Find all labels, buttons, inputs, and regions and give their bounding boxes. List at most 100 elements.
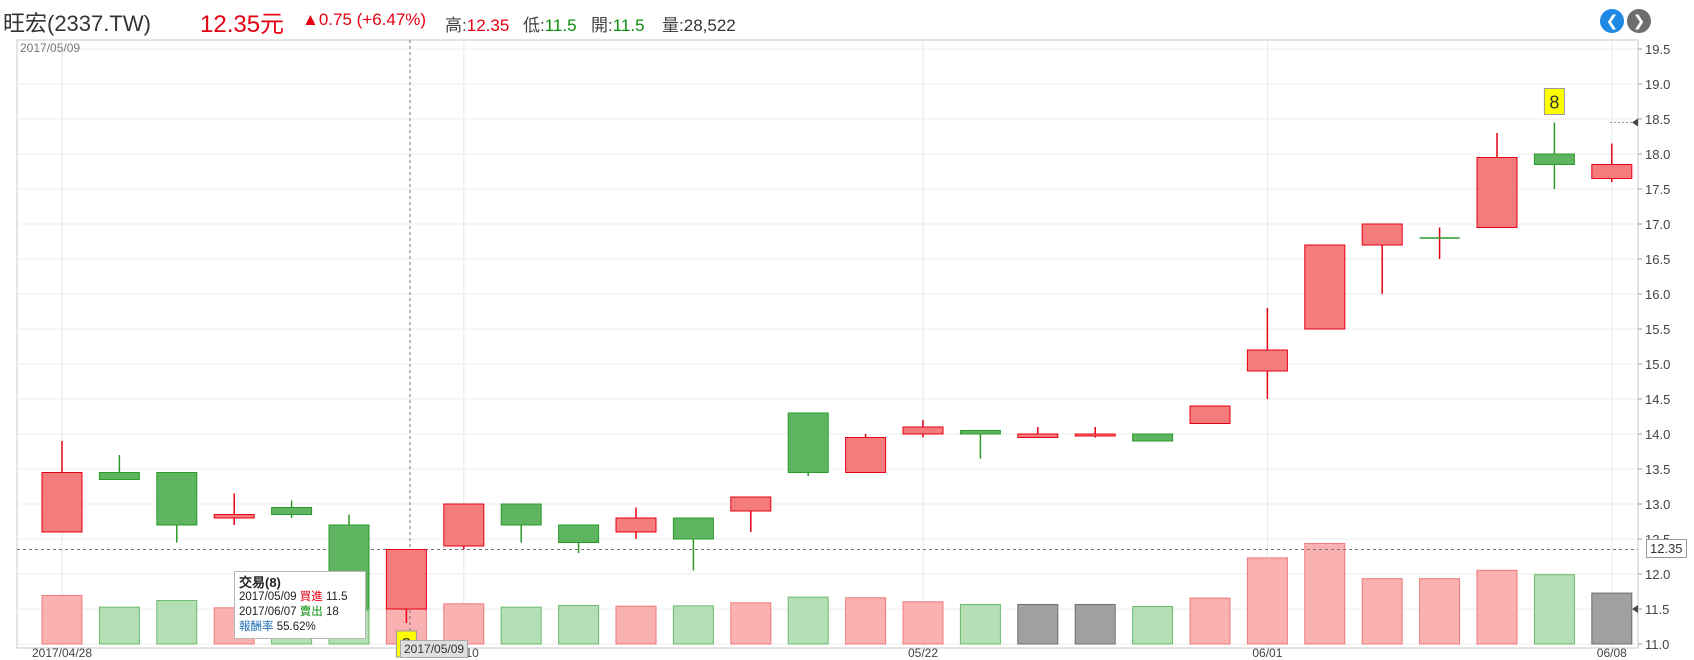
tooltip-title: 交易(8)	[239, 575, 281, 590]
axis-pointer-icon	[1632, 605, 1638, 613]
volume-bar	[41, 594, 83, 645]
open-value: 11.5	[612, 16, 645, 35]
volume-bar	[1074, 603, 1116, 645]
volume-bar	[443, 603, 485, 645]
volume-bar	[1419, 578, 1461, 645]
volume-bar	[787, 596, 829, 645]
y-tick-label: 13.5	[1645, 462, 1670, 477]
quote-header: 旺宏(2337.TW) 12.35元 ▲0.75 (+6.47%) 高:12.3…	[0, 0, 1694, 40]
volume-bar	[1533, 574, 1575, 645]
candle-body	[902, 426, 944, 435]
crosshair-date-label: 2017/05/09	[400, 640, 469, 658]
open-label: 開:	[591, 16, 613, 35]
volume-bar	[156, 599, 198, 645]
y-tick-label: 16.5	[1645, 252, 1670, 267]
candle-body	[500, 503, 542, 526]
candle-body	[41, 472, 83, 533]
buy-date: 2017/05/09	[239, 591, 297, 603]
y-tick-label: 19.0	[1645, 77, 1670, 92]
candle-body	[615, 517, 657, 533]
x-tick-label: 05/22	[908, 646, 938, 660]
y-tick-label: 16.0	[1645, 287, 1670, 302]
plot-frame	[16, 39, 1639, 649]
axis-pointer-icon	[1632, 118, 1638, 127]
y-tick-label: 11.0	[1645, 637, 1669, 652]
volume-bar	[98, 606, 140, 645]
high-stat: 高:12.35	[445, 11, 509, 36]
volume-bar	[1304, 543, 1346, 645]
y-tick-label: 18.0	[1645, 147, 1670, 162]
candle-body	[959, 430, 1001, 435]
candle-body	[1189, 405, 1231, 424]
buy-label: 買進	[299, 591, 323, 603]
candle-body	[271, 507, 313, 515]
candle-body	[1017, 433, 1059, 438]
y-tick-label: 11.5	[1645, 602, 1669, 617]
tooltip-sell-row: 2017/06/07 賣出 18	[239, 605, 361, 620]
corner-date-label: 2017/05/09	[20, 41, 80, 55]
return-label: 報酬率	[239, 621, 274, 633]
volume-bar	[500, 606, 542, 645]
x-tick-label: 2017/04/28	[32, 646, 92, 660]
y-tick-label: 17.5	[1645, 182, 1670, 197]
tooltip-return-row: 報酬率 55.62%	[239, 620, 361, 635]
volume-bar	[1591, 592, 1633, 645]
volume-bar	[959, 603, 1001, 645]
trade-marker	[1543, 88, 1565, 115]
candle-body	[845, 437, 887, 473]
volume-label: 量:	[662, 16, 684, 35]
y-tick-label: 15.5	[1645, 322, 1670, 337]
volume-stat: 量:28,522	[662, 11, 736, 36]
y-tick-label: 14.0	[1645, 427, 1670, 442]
y-tick-label: 18.5	[1645, 112, 1670, 127]
volume-bar	[730, 602, 772, 645]
candle-body	[156, 472, 198, 526]
return-value: 55.62%	[276, 621, 316, 633]
candle-body	[443, 503, 485, 547]
candle-body	[1533, 153, 1575, 165]
candle-body	[1361, 223, 1403, 246]
volume-bar	[902, 601, 944, 645]
trade-marker-label: 8	[1549, 93, 1559, 113]
low-stat: 低:11.5	[523, 11, 577, 36]
low-label: 低:	[523, 16, 545, 35]
candle-body	[1074, 433, 1116, 437]
volume-bar	[1476, 569, 1518, 645]
volume-bar	[1132, 605, 1174, 645]
volume-bar	[1246, 557, 1288, 645]
y-tick-label: 17.0	[1645, 217, 1670, 232]
stock-name: 旺宏(2337.TW)	[3, 11, 151, 36]
chevron-right-icon[interactable]: ❯	[1627, 9, 1651, 33]
candle-body	[213, 514, 255, 519]
sell-label: 賣出	[299, 606, 323, 618]
candle-body	[1246, 349, 1288, 372]
volume-bar	[1017, 603, 1059, 645]
candle-body	[672, 517, 714, 540]
buy-price: 11.5	[325, 591, 348, 603]
chevron-left-icon[interactable]: ❮	[1600, 9, 1624, 33]
candle-body	[1304, 244, 1346, 330]
volume-bar	[558, 604, 600, 645]
candle-body	[787, 412, 829, 473]
y-tick-label: 19.5	[1645, 42, 1670, 57]
tooltip-buy-row: 2017/05/09 買進 11.5	[239, 590, 361, 605]
x-tick-label: 06/08	[1597, 646, 1627, 660]
candle-body	[730, 496, 772, 512]
volume-bar	[672, 605, 714, 645]
stock-price: 12.35元	[200, 11, 285, 38]
candle-body	[1132, 433, 1174, 442]
high-label: 高:	[445, 16, 467, 35]
y-tick-label: 14.5	[1645, 392, 1670, 407]
candle-body	[1476, 157, 1518, 228]
volume-value: 28,522	[683, 16, 736, 35]
volume-bar	[1361, 578, 1403, 645]
y-tick-label: 13.0	[1645, 497, 1670, 512]
candle-body	[1591, 164, 1633, 179]
trade-tooltip: 交易(8) 2017/05/09 買進 11.5 2017/06/07 賣出 1…	[234, 571, 366, 639]
open-stat: 開:11.5	[591, 11, 645, 36]
low-value: 11.5	[544, 16, 577, 35]
candle-body	[98, 472, 140, 480]
candle-body	[385, 549, 427, 610]
high-value: 12.35	[466, 16, 510, 35]
